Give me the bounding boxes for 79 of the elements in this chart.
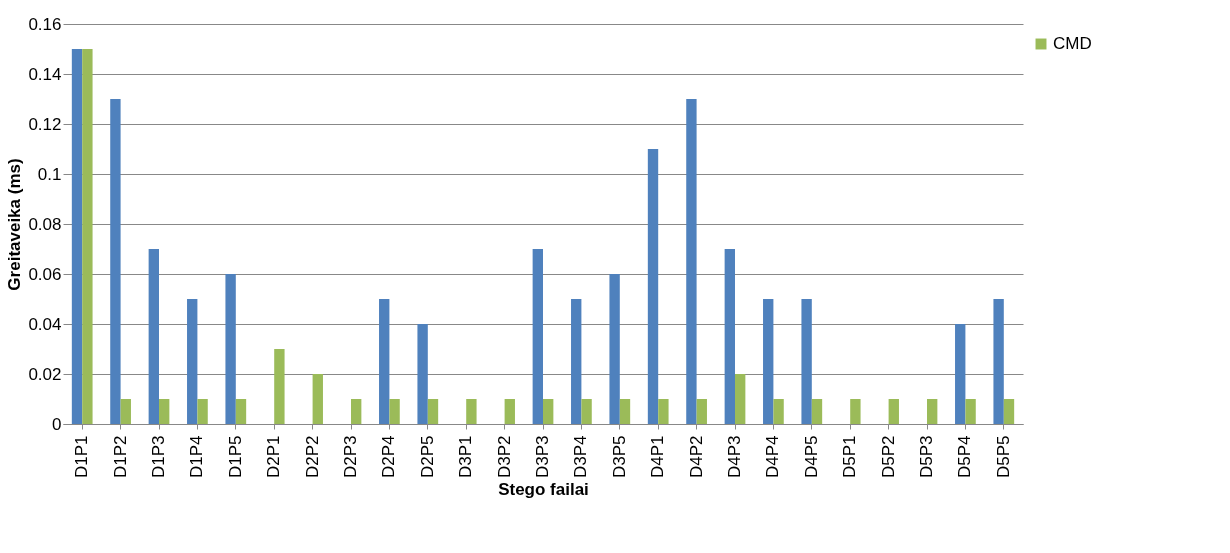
y-tick-label: 0.02 <box>28 364 62 384</box>
bar <box>763 299 774 424</box>
x-tick-label: D1P4 <box>187 435 207 479</box>
bar <box>724 249 735 424</box>
x-tick-label: D2P5 <box>417 435 437 479</box>
bar <box>466 399 477 424</box>
x-tick-label: D1P5 <box>225 435 245 479</box>
y-tick-label: 0.1 <box>37 164 62 184</box>
bar <box>735 374 746 424</box>
bar <box>955 324 966 424</box>
y-tick-label: 0 <box>52 414 62 434</box>
x-axis-title: Stego failai <box>498 480 589 500</box>
x-tick-label: D4P1 <box>648 435 668 479</box>
bar <box>581 399 592 424</box>
x-tick-label: D2P4 <box>379 435 399 479</box>
bar <box>609 274 620 424</box>
x-tick-label: D5P5 <box>993 435 1013 479</box>
bar <box>225 274 236 424</box>
bar <box>379 299 390 424</box>
x-tick-label: D3P3 <box>533 435 552 479</box>
bar <box>187 299 198 424</box>
bar <box>888 399 899 424</box>
bar <box>389 399 400 424</box>
x-tick-label: D5P4 <box>955 435 975 479</box>
bar <box>571 299 582 424</box>
bar <box>427 399 439 424</box>
bar <box>148 249 159 424</box>
bar <box>801 299 812 424</box>
x-tick-label: D1P1 <box>72 435 92 479</box>
y-tick-label: 0.14 <box>28 64 62 84</box>
bar <box>696 399 707 424</box>
bar <box>120 399 131 424</box>
bar <box>647 149 659 424</box>
bar <box>417 324 428 424</box>
bar <box>658 399 669 424</box>
x-tick-label: D5P3 <box>917 435 936 479</box>
x-tick-label: D2P1 <box>264 435 284 479</box>
y-axis-title: Greitaveika (ms) <box>5 158 25 291</box>
bar <box>773 399 784 424</box>
x-tick-label: D2P2 <box>302 435 322 479</box>
x-tick-label: D4P4 <box>763 435 783 479</box>
bar <box>811 399 823 424</box>
legend-label: CMD <box>1053 34 1092 53</box>
x-tick-label: D5P1 <box>840 435 860 479</box>
y-tick-label: 0.08 <box>28 214 62 234</box>
bar <box>927 399 938 424</box>
bar <box>965 399 976 424</box>
bar <box>159 399 170 424</box>
x-tick-label: D4P3 <box>725 435 744 479</box>
x-tick-label: D3P1 <box>456 435 476 479</box>
y-tick-label: 0.16 <box>28 14 62 34</box>
x-tick-label: D4P5 <box>801 435 821 479</box>
y-tick-label: 0.06 <box>28 264 62 284</box>
bar <box>274 349 285 424</box>
bar <box>504 399 515 424</box>
bar <box>197 399 208 424</box>
x-tick-label: D1P3 <box>149 435 168 479</box>
y-tick-label: 0.12 <box>28 114 62 134</box>
bar <box>71 49 83 424</box>
x-tick-label: D3P2 <box>494 435 514 479</box>
bar <box>110 99 121 424</box>
x-tick-label: D4P2 <box>686 435 706 479</box>
bar <box>543 399 554 424</box>
y-tick-label: 0.04 <box>28 314 62 334</box>
x-tick-label: D2P3 <box>341 435 360 479</box>
bar <box>993 299 1004 424</box>
bar <box>686 99 697 424</box>
x-tick-label: D5P2 <box>878 435 898 479</box>
x-tick-label: D3P4 <box>571 435 591 479</box>
bar <box>619 399 631 424</box>
x-tick-label: D3P5 <box>609 435 629 479</box>
bar <box>351 399 362 424</box>
bar <box>850 399 861 424</box>
bar <box>532 249 543 424</box>
bar <box>1003 399 1015 424</box>
bar <box>235 399 247 424</box>
bar <box>82 49 93 424</box>
bar <box>312 374 323 424</box>
x-tick-label: D1P2 <box>110 435 130 479</box>
